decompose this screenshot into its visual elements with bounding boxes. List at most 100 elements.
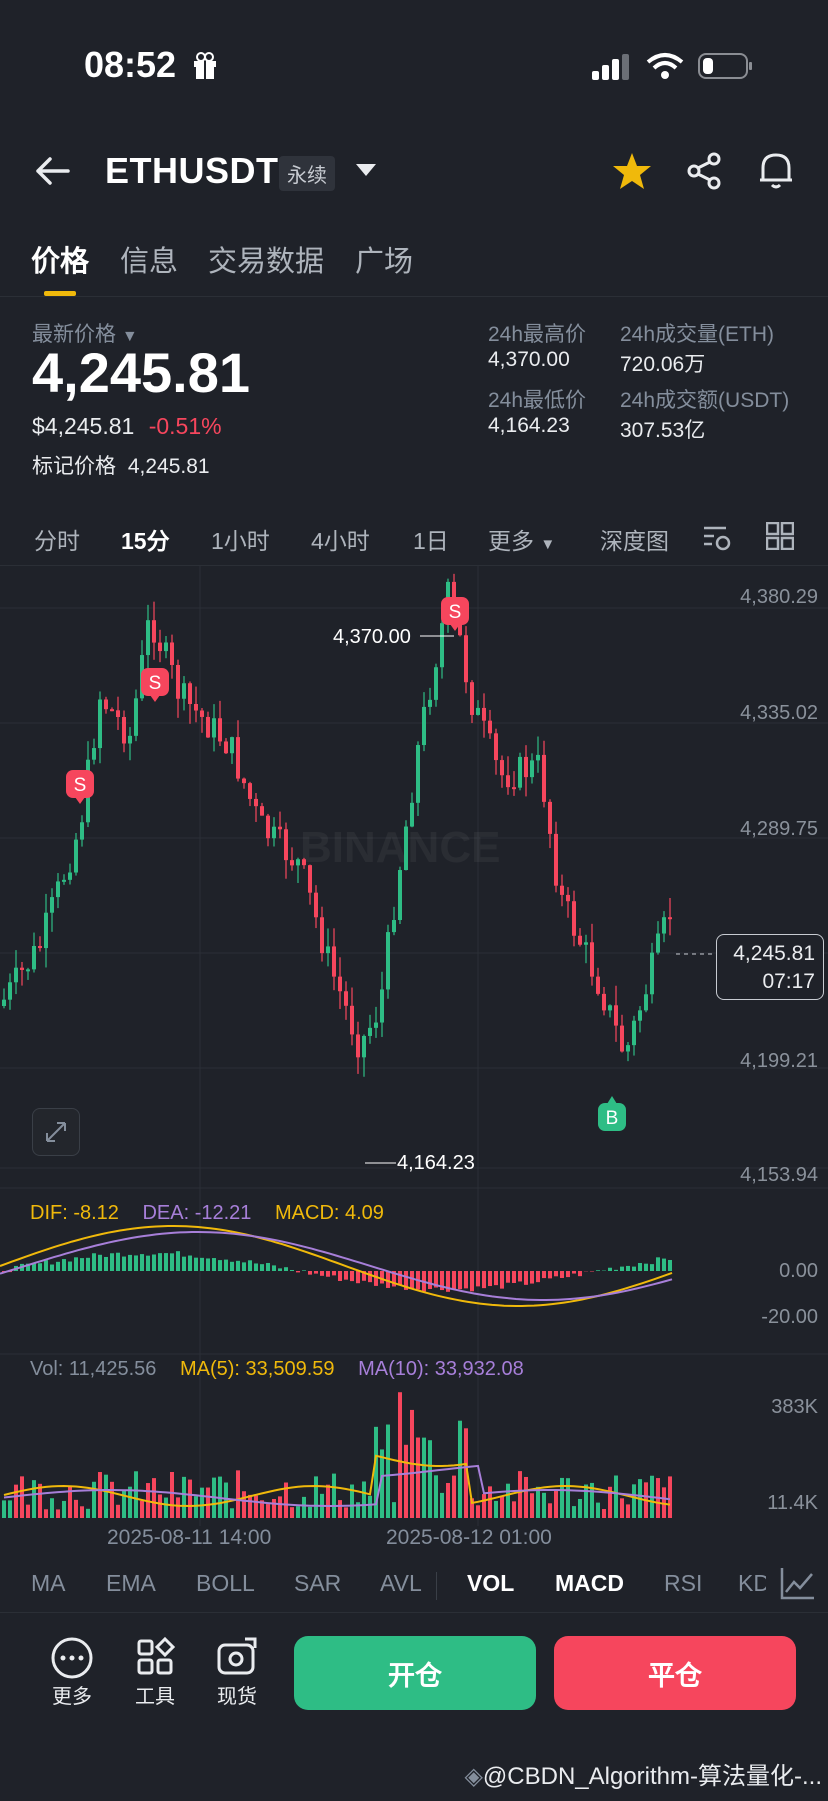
tf-depth[interactable]: 深度图 <box>600 528 669 554</box>
macd-bar <box>626 1265 630 1271</box>
candle-body <box>242 778 246 784</box>
volume-bar <box>38 1483 42 1518</box>
tab-trading-data[interactable]: 交易数据 <box>208 246 325 278</box>
symbol-title[interactable]: ETHUSDT <box>105 150 279 191</box>
vol-ma5: MA(5): 33,509.59 <box>179 1358 335 1380</box>
volume-bar <box>554 1489 558 1518</box>
macd-tick: -20.00 <box>761 1306 818 1328</box>
candle-body <box>224 741 228 754</box>
chart-settings-icon[interactable] <box>702 524 732 552</box>
indicator-avl[interactable]: AVL <box>380 1570 422 1596</box>
star-icon[interactable] <box>612 152 652 190</box>
more-label[interactable]: 更多 <box>52 1686 92 1708</box>
volume-bar <box>572 1506 576 1518</box>
volume-bar <box>98 1472 102 1518</box>
candle-body <box>176 664 180 699</box>
indicator-vol[interactable]: VOL <box>467 1570 515 1596</box>
tf-15m[interactable]: 15分 <box>121 528 170 554</box>
candle-body <box>650 952 654 995</box>
volume-bar <box>80 1506 84 1518</box>
macd-bar <box>668 1259 672 1271</box>
candle-body <box>62 879 66 882</box>
candle-body <box>98 699 102 749</box>
candle-body <box>392 920 396 933</box>
macd-bar <box>158 1253 162 1271</box>
last-price-label[interactable]: 最新价格 ▼ <box>32 323 138 346</box>
grid-layout-icon[interactable] <box>766 522 794 550</box>
candle-body <box>470 682 474 715</box>
volume-bar <box>176 1497 180 1518</box>
volume-bar <box>368 1495 372 1518</box>
volume-bar <box>356 1502 360 1518</box>
macd-bar <box>266 1262 270 1271</box>
indicator-macd[interactable]: MACD <box>555 1570 624 1596</box>
price-tick: 4,153.94 <box>740 1164 818 1186</box>
macd-bar <box>350 1271 354 1282</box>
candle-body <box>338 976 342 992</box>
candle-body <box>638 1010 642 1021</box>
volume-bar <box>428 1440 432 1518</box>
spot-button[interactable] <box>215 1636 259 1680</box>
macd-bar <box>62 1259 66 1271</box>
volume-bar <box>134 1471 138 1518</box>
tf-more[interactable]: 更多 ▼ <box>488 528 556 554</box>
back-arrow-icon[interactable] <box>34 156 70 186</box>
candle-body <box>428 699 432 707</box>
candle-body <box>50 897 54 913</box>
expand-button[interactable] <box>32 1108 80 1156</box>
spot-label[interactable]: 现货 <box>217 1686 257 1708</box>
candle-body <box>230 737 234 754</box>
indicator-ema[interactable]: EMA <box>106 1570 156 1596</box>
tools-button[interactable] <box>134 1636 178 1680</box>
tab-price[interactable]: 价格 <box>31 246 90 278</box>
bell-icon[interactable] <box>758 150 794 190</box>
tools-label[interactable]: 工具 <box>135 1686 175 1708</box>
macd-bar <box>278 1268 282 1271</box>
macd-bar <box>56 1261 60 1271</box>
open-position-button[interactable]: 开仓 <box>294 1636 536 1710</box>
indicator-kd[interactable]: KD <box>738 1570 770 1596</box>
macd-bar <box>110 1253 114 1271</box>
tf-4h[interactable]: 4小时 <box>311 528 370 554</box>
candle-body <box>602 993 606 1011</box>
macd-bar <box>50 1264 54 1271</box>
tf-timeline[interactable]: 分时 <box>34 528 80 554</box>
kline-chart[interactable]: BINANCE S S S B <box>0 566 828 1526</box>
candle-body <box>320 917 324 954</box>
volume-bar <box>668 1476 672 1518</box>
time-tick: 2025-08-12 01:00 <box>386 1526 552 1549</box>
volume-legend: Vol: 11,425.56 MA(5): 33,509.59 MA(10): … <box>30 1358 524 1381</box>
candle-body <box>350 1005 354 1035</box>
candle-body <box>56 881 60 898</box>
tf-1h[interactable]: 1小时 <box>211 528 270 554</box>
macd-bar <box>314 1271 318 1274</box>
indicator-sar[interactable]: SAR <box>294 1570 342 1596</box>
macd-bar <box>302 1270 306 1271</box>
more-button[interactable] <box>50 1636 94 1680</box>
tf-1d[interactable]: 1日 <box>413 528 449 554</box>
macd-bar <box>170 1253 174 1271</box>
candle-body <box>542 754 546 802</box>
close-position-button[interactable]: 平仓 <box>554 1636 796 1710</box>
volume-bar <box>56 1509 60 1518</box>
macd-bar <box>482 1271 486 1289</box>
volume-bar <box>440 1492 444 1518</box>
candle-body <box>572 901 576 936</box>
macd-bar <box>494 1271 498 1286</box>
caret-down-icon[interactable] <box>356 164 376 178</box>
volume-bar <box>506 1483 510 1518</box>
indicator-settings-button[interactable] <box>766 1556 828 1608</box>
candle-body <box>260 806 264 816</box>
indicator-rsi[interactable]: RSI <box>664 1570 703 1596</box>
share-icon[interactable] <box>686 152 724 190</box>
volume-bar <box>458 1420 462 1518</box>
volume-bar <box>338 1500 342 1518</box>
indicator-separator <box>436 1572 437 1600</box>
tab-square[interactable]: 广场 <box>355 246 414 278</box>
brand-watermark: BINANCE <box>300 823 500 872</box>
macd-bar <box>44 1260 48 1271</box>
indicator-ma[interactable]: MA <box>31 1570 66 1596</box>
tab-info[interactable]: 信息 <box>120 246 179 278</box>
macd-bar <box>638 1262 642 1271</box>
indicator-boll[interactable]: BOLL <box>196 1570 255 1596</box>
